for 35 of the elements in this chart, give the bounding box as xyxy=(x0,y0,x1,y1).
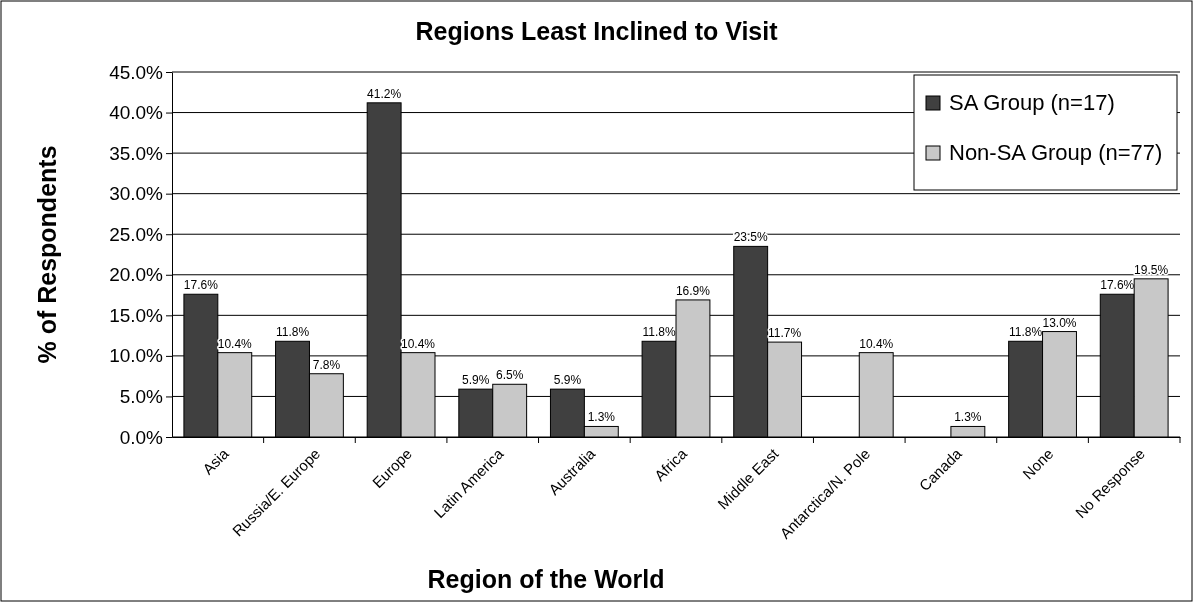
y-axis-title: % of Respondents xyxy=(33,145,61,364)
data-label: 11.8% xyxy=(642,325,676,340)
chart-title: Regions Least Inclined to Visit xyxy=(415,17,779,45)
x-axis-title: Region of the World xyxy=(427,565,665,593)
data-label: 11.7% xyxy=(768,326,802,341)
data-label: 6.5% xyxy=(496,368,524,383)
data-label: 16.9% xyxy=(675,283,711,298)
data-label: 11.8% xyxy=(275,325,310,340)
y-tick-label: 35.0% xyxy=(109,142,164,164)
data-label: 10.4% xyxy=(217,336,253,351)
data-label: 10.4% xyxy=(859,336,894,351)
data-label: 17.6% xyxy=(183,278,219,293)
y-tick-label: 30.0% xyxy=(109,183,164,205)
y-tick-label: 40.0% xyxy=(109,102,164,124)
x-tick-label: Asia xyxy=(199,444,233,478)
data-label: 7.8% xyxy=(312,357,341,372)
data-label: 5.9% xyxy=(553,373,582,388)
y-tick-label: 5.0% xyxy=(119,386,164,408)
data-label: 1.3% xyxy=(954,410,982,425)
y-tick-label: 10.0% xyxy=(109,345,164,367)
legend-label: Non-SA Group (n=77) xyxy=(949,140,1163,165)
y-tick-label: 25.0% xyxy=(109,223,164,245)
data-label: 10.4% xyxy=(401,336,436,351)
y-tick-label: 15.0% xyxy=(109,304,164,326)
y-tick-label: 0.0% xyxy=(119,426,164,448)
data-label: 11.8% xyxy=(1009,325,1043,340)
data-label: 19.5% xyxy=(1134,262,1169,277)
y-tick-label: 20.0% xyxy=(109,264,164,286)
data-label: 41.2% xyxy=(367,86,402,101)
data-label: 5.9% xyxy=(462,373,490,388)
y-tick-label: 45.0% xyxy=(109,61,164,83)
data-label: 17.6% xyxy=(1100,278,1135,293)
data-label: 1.3% xyxy=(587,410,616,425)
legend-label: SA Group (n=17) xyxy=(949,90,1115,115)
data-label: 13.0% xyxy=(1042,315,1077,330)
